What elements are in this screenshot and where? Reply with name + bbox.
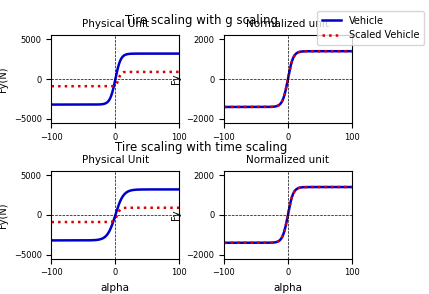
Title: Normalized unit: Normalized unit — [246, 19, 329, 29]
Title: Physical Unit: Physical Unit — [82, 155, 149, 165]
Y-axis label: Fy(N): Fy(N) — [0, 202, 8, 228]
X-axis label: alpha: alpha — [101, 283, 130, 293]
Y-axis label: Fy: Fy — [171, 74, 181, 84]
Title: Normalized unit: Normalized unit — [246, 155, 329, 165]
Y-axis label: Fy(N): Fy(N) — [0, 66, 8, 92]
Title: Physical Unit: Physical Unit — [82, 19, 149, 29]
Legend: Vehicle, Scaled Vehicle: Vehicle, Scaled Vehicle — [317, 11, 424, 45]
Y-axis label: Fy: Fy — [171, 210, 181, 220]
X-axis label: alpha: alpha — [273, 283, 302, 293]
Text: Tire scaling with g scaling: Tire scaling with g scaling — [125, 14, 278, 27]
Text: Tire scaling with time scaling: Tire scaling with time scaling — [115, 141, 288, 153]
